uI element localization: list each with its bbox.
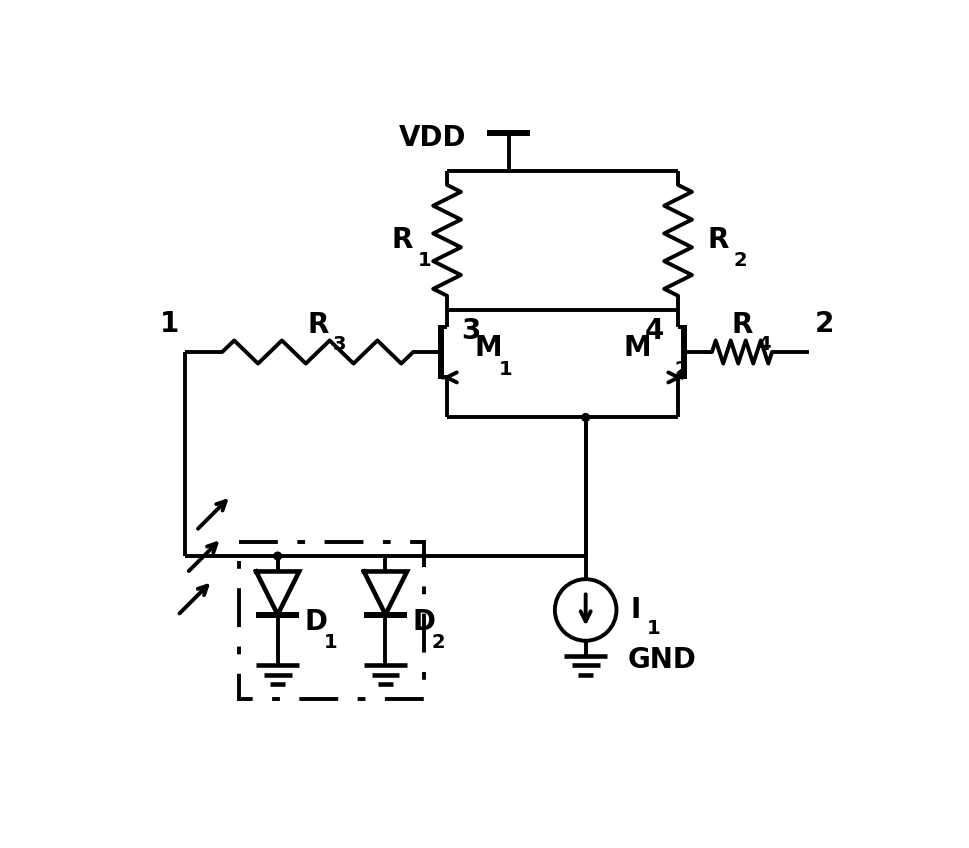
Text: 2: 2 xyxy=(431,633,445,652)
Text: 1: 1 xyxy=(324,633,337,652)
Text: 4: 4 xyxy=(644,317,664,345)
Text: I: I xyxy=(630,596,640,624)
Text: 3: 3 xyxy=(332,335,346,354)
Text: 4: 4 xyxy=(757,335,770,354)
Text: M: M xyxy=(474,334,501,362)
Text: GND: GND xyxy=(627,646,696,674)
Text: 1: 1 xyxy=(418,251,431,271)
Text: R: R xyxy=(731,311,752,339)
Text: 2: 2 xyxy=(673,360,687,379)
Text: VDD: VDD xyxy=(398,124,466,152)
Bar xyxy=(239,542,423,699)
Text: 1: 1 xyxy=(646,619,660,639)
Text: R: R xyxy=(706,226,728,254)
Circle shape xyxy=(273,552,281,560)
Text: R: R xyxy=(307,311,328,339)
Text: D: D xyxy=(412,607,435,635)
Text: 3: 3 xyxy=(460,317,480,345)
Circle shape xyxy=(581,414,589,421)
Text: D: D xyxy=(304,607,328,635)
Text: 2: 2 xyxy=(733,251,746,271)
Text: R: R xyxy=(391,226,413,254)
Text: 2: 2 xyxy=(814,310,833,338)
Text: 1: 1 xyxy=(160,310,179,338)
Text: M: M xyxy=(623,334,650,362)
Text: 1: 1 xyxy=(498,360,512,379)
